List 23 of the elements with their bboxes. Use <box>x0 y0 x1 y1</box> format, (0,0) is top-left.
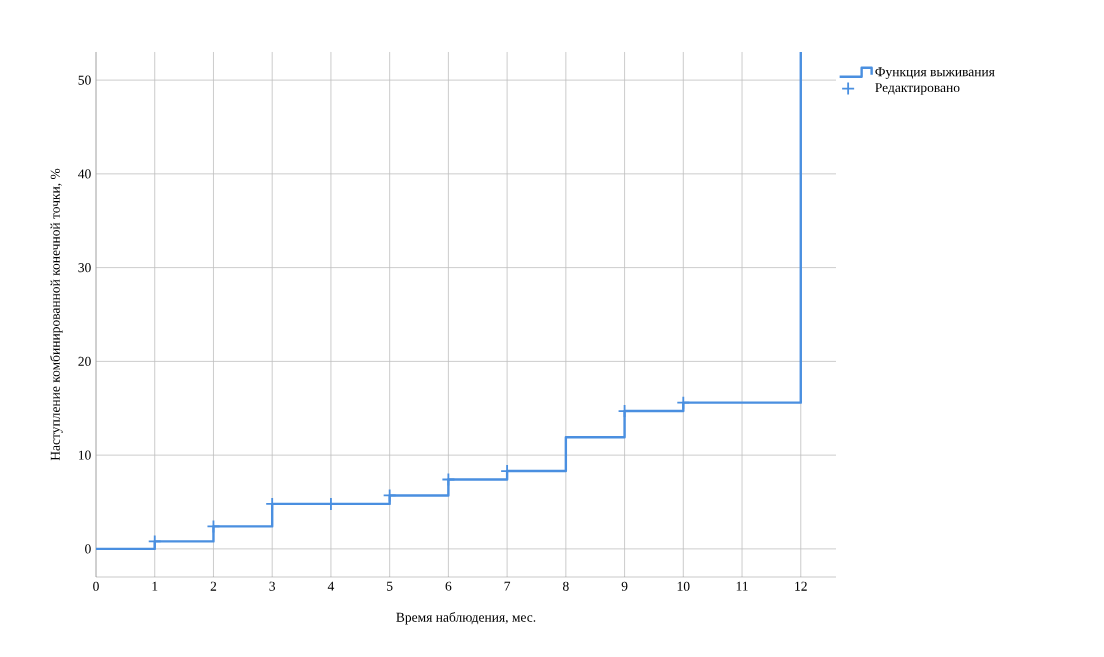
x-axis-title: Время наблюдения, мес. <box>396 612 536 625</box>
x-tick-label: 7 <box>504 581 511 591</box>
y-tick-label: 40 <box>78 169 91 179</box>
x-tick-label: 2 <box>210 581 217 591</box>
y-tick-label: 0 <box>85 544 91 554</box>
x-tick-label: 6 <box>445 581 452 591</box>
legend-label: Редактировано <box>875 83 960 95</box>
x-tick-label: 3 <box>269 581 276 591</box>
x-tick-label: 12 <box>795 581 807 591</box>
x-tick-label: 0 <box>93 581 99 591</box>
y-tick-label: 20 <box>78 356 91 366</box>
x-tick-label: 11 <box>736 581 748 591</box>
x-tick-label: 4 <box>327 581 335 591</box>
x-tick-label: 9 <box>621 581 628 591</box>
y-tick-label: 50 <box>78 75 91 85</box>
x-tick-label: 5 <box>387 581 393 591</box>
x-tick-label: 10 <box>677 581 690 591</box>
x-tick-label: 1 <box>152 581 158 591</box>
y-tick-label: 30 <box>78 263 91 273</box>
y-tick-label: 10 <box>78 450 91 460</box>
legend-label: Функция выживания <box>875 67 995 80</box>
y-axis-title: Наступление комбинированной конечной точки, % <box>50 168 63 461</box>
x-tick-label: 8 <box>562 581 569 591</box>
